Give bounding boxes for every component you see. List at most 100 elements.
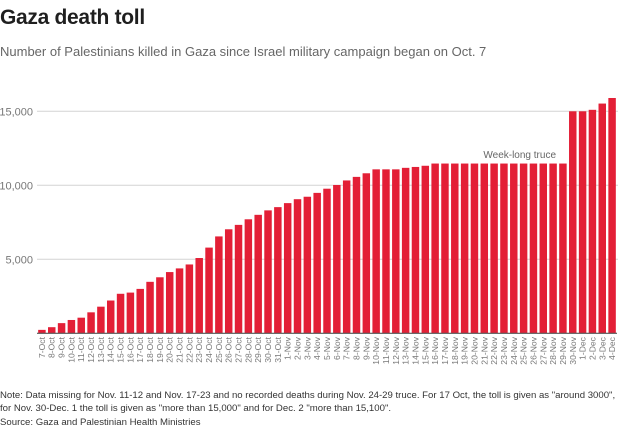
bar (352, 176, 361, 334)
bar (519, 163, 528, 334)
truce-annotation: Week-long truce (483, 150, 556, 161)
y-tick-label: 10,000 (0, 180, 33, 192)
x-tick-label: 5-Nov (322, 336, 332, 360)
chart-title: Gaza death toll (0, 6, 145, 29)
bar (254, 214, 262, 334)
x-tick-label: 8-Nov (351, 336, 361, 360)
y-axis-ticks: 5,000 10,000 15,000 (0, 106, 33, 266)
bar (510, 163, 518, 334)
chart-note: Note: Data missing for Nov. 11-12 and No… (0, 390, 616, 414)
x-tick-label: 12-Oct (86, 336, 96, 362)
bar (460, 163, 469, 334)
bars (38, 97, 616, 334)
x-tick-label: 24-Oct (204, 336, 214, 362)
x-tick-label: 1-Dec (578, 336, 588, 360)
x-tick-label: 2-Dec (587, 336, 597, 360)
x-tick-label: 18-Oct (145, 336, 155, 362)
x-tick-label: 19-Nov (460, 336, 470, 364)
bar (441, 163, 449, 334)
bar (57, 323, 66, 334)
x-tick-label: 25-Nov (519, 336, 529, 364)
bar (165, 272, 174, 334)
x-tick-label: 27-Oct (234, 336, 244, 362)
chart-source: Source: Gaza and Palestinian Health Mini… (0, 417, 201, 428)
bar (205, 247, 213, 334)
x-tick-label: 24-Nov (509, 336, 519, 364)
x-tick-label: 1-Nov (283, 336, 293, 360)
bar (382, 169, 390, 334)
x-tick-label: 20-Oct (165, 336, 175, 362)
bar (539, 163, 548, 334)
x-axis-ticks: 7-Oct 8-Oct 9-Oct 10-Oct 11-Oct 12-Oct 13-Oct 1… (37, 336, 617, 364)
bar (136, 288, 144, 334)
x-tick-label: 22-Oct (184, 336, 194, 362)
bar (588, 109, 597, 334)
bar (87, 312, 95, 334)
x-tick-label: 15-Oct (116, 336, 126, 362)
x-tick-label: 7-Oct (37, 336, 47, 358)
bar (401, 167, 410, 334)
y-tick-label: 15,000 (0, 106, 33, 118)
x-tick-label: 28-Nov (548, 336, 558, 364)
bar (38, 329, 46, 334)
x-tick-label: 3-Dec (597, 336, 607, 360)
x-tick-label: 20-Nov (469, 336, 479, 364)
bar-chart: 5,000 10,000 15,000 7-Oct 8-Oct 9-Oct 10-Oct 1… (0, 97, 618, 365)
x-tick-label: 19-Oct (155, 336, 165, 362)
x-tick-label: 23-Oct (194, 336, 204, 362)
bar (569, 111, 577, 334)
bar (97, 306, 105, 334)
bar (323, 188, 331, 334)
bar (175, 268, 184, 334)
x-tick-label: 29-Nov (558, 336, 568, 364)
bar (126, 292, 135, 334)
bar (215, 236, 223, 334)
bar (77, 317, 85, 334)
x-tick-label: 2-Nov (293, 336, 303, 360)
bar (146, 281, 154, 334)
bar (116, 293, 125, 334)
bar (313, 192, 321, 334)
x-tick-label: 4-Nov (312, 336, 322, 360)
chart-subtitle: Number of Palestinians killed in Gaza si… (0, 44, 487, 59)
x-tick-label: 30-Oct (263, 336, 273, 362)
y-tick-label: 5,000 (5, 254, 33, 266)
bar (598, 103, 606, 334)
x-tick-label: 8-Oct (47, 336, 57, 358)
x-tick-label: 26-Oct (224, 336, 234, 362)
bar (195, 258, 203, 334)
x-tick-label: 7-Nov (342, 336, 352, 360)
bar (333, 184, 341, 334)
bar (362, 173, 371, 334)
x-tick-label: 16-Nov (430, 336, 440, 364)
bar (67, 319, 76, 334)
x-tick-label: 29-Oct (253, 336, 263, 362)
x-tick-label: 14-Oct (106, 336, 116, 362)
bar (303, 196, 312, 334)
bar (185, 264, 194, 334)
x-tick-label: 26-Nov (528, 336, 538, 364)
bar (431, 163, 439, 334)
x-tick-label: 15-Nov (420, 336, 430, 364)
bar (529, 163, 538, 334)
x-tick-label: 23-Nov (499, 336, 509, 364)
x-tick-label: 10-Nov (371, 336, 381, 364)
x-tick-label: 17-Nov (440, 336, 450, 364)
x-tick-label: 27-Nov (538, 336, 548, 364)
bar (293, 199, 302, 334)
bar (549, 163, 557, 334)
x-tick-label: 3-Nov (302, 336, 312, 360)
x-tick-label: 16-Oct (125, 336, 135, 362)
bar (274, 207, 282, 334)
bar (283, 203, 292, 334)
x-tick-label: 9-Nov (361, 336, 371, 360)
bar (106, 300, 115, 334)
bar (559, 163, 567, 334)
bar (490, 163, 498, 334)
x-tick-label: 28-Oct (243, 336, 253, 362)
x-tick-label: 14-Nov (410, 336, 420, 364)
x-tick-label: 21-Nov (479, 336, 489, 364)
x-tick-label: 12-Nov (391, 336, 401, 364)
x-tick-label: 10-Oct (66, 336, 76, 362)
bar (224, 229, 233, 334)
